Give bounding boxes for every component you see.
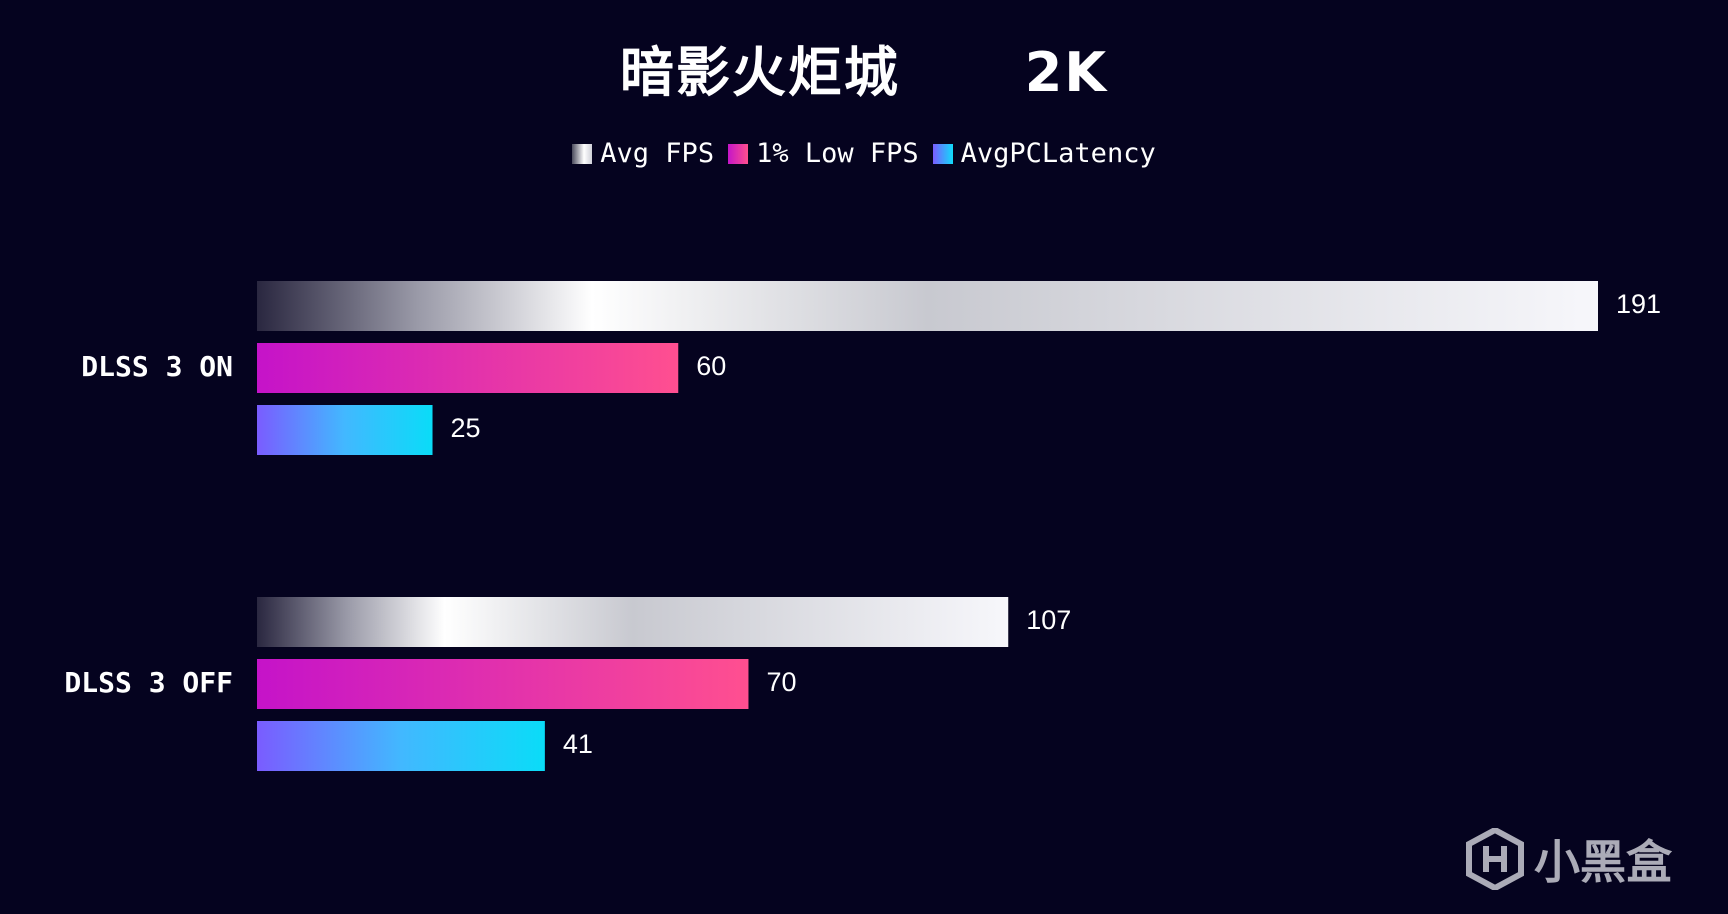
category-label-dlss-3-off: DLSS 3 OFF	[64, 666, 233, 699]
chart-legend: Avg FPS 1% Low FPS AvgPCLatency	[0, 138, 1728, 169]
legend-swatch-low-fps	[728, 143, 749, 164]
legend-label-avg-fps: Avg FPS	[600, 138, 715, 169]
value-label-dlss-3-on-1-low-fps: 60	[696, 351, 726, 381]
chart-title: 暗影火炬城 2K	[619, 41, 1109, 104]
legend-item-low-fps: 1% Low FPS	[728, 138, 919, 169]
bar-dlss-3-off-avgpclatency	[257, 721, 545, 771]
legend-label-low-fps: 1% Low FPS	[756, 138, 919, 169]
value-label-dlss-3-off-avg-fps: 107	[1026, 605, 1071, 635]
value-label-dlss-3-on-avgpclatency: 25	[451, 413, 481, 443]
category-label-dlss-3-on: DLSS 3 ON	[81, 350, 233, 383]
legend-label-latency: AvgPCLatency	[960, 138, 1156, 169]
legend-swatch-avg-fps	[572, 143, 593, 164]
bar-dlss-3-on-1-low-fps	[257, 343, 679, 393]
value-label-dlss-3-off-avgpclatency: 41	[563, 729, 593, 759]
value-label-dlss-3-on-avg-fps: 191	[1616, 289, 1661, 319]
bars-group: DLSS 3 ON 191 60 25 DLSS 3 OFF 107 70 41	[64, 281, 1661, 771]
bar-dlss-3-on-avgpclatency	[257, 405, 433, 455]
bar-dlss-3-on-avg-fps	[257, 281, 1598, 331]
bar-dlss-3-off-avg-fps	[257, 597, 1009, 647]
heybox-logo-icon	[1466, 828, 1524, 890]
watermark: 小黑盒	[1466, 826, 1672, 892]
legend-swatch-latency	[932, 143, 953, 164]
legend-item-avg-fps: Avg FPS	[572, 138, 714, 169]
bar-dlss-3-off-1-low-fps	[257, 659, 749, 709]
legend-item-latency: AvgPCLatency	[932, 138, 1156, 169]
watermark-text: 小黑盒	[1534, 835, 1672, 889]
value-label-dlss-3-off-1-low-fps: 70	[766, 667, 796, 697]
